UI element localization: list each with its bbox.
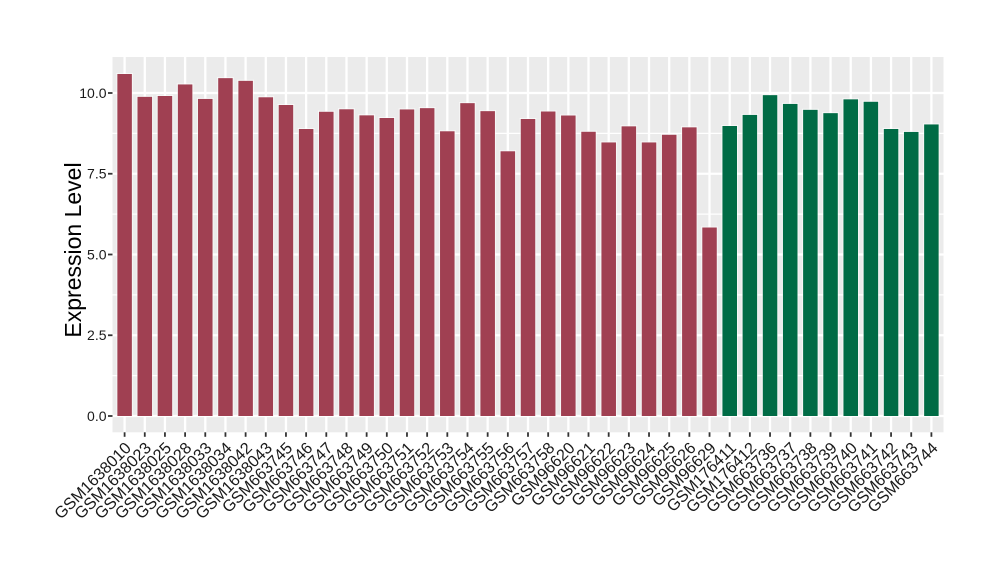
svg-text:Expression Level: Expression Level bbox=[60, 162, 86, 337]
svg-text:0.0: 0.0 bbox=[87, 408, 107, 424]
svg-text:10.0: 10.0 bbox=[79, 85, 106, 101]
svg-text:5.0: 5.0 bbox=[87, 246, 107, 262]
svg-text:7.5: 7.5 bbox=[87, 166, 107, 182]
svg-text:2.5: 2.5 bbox=[87, 327, 107, 343]
